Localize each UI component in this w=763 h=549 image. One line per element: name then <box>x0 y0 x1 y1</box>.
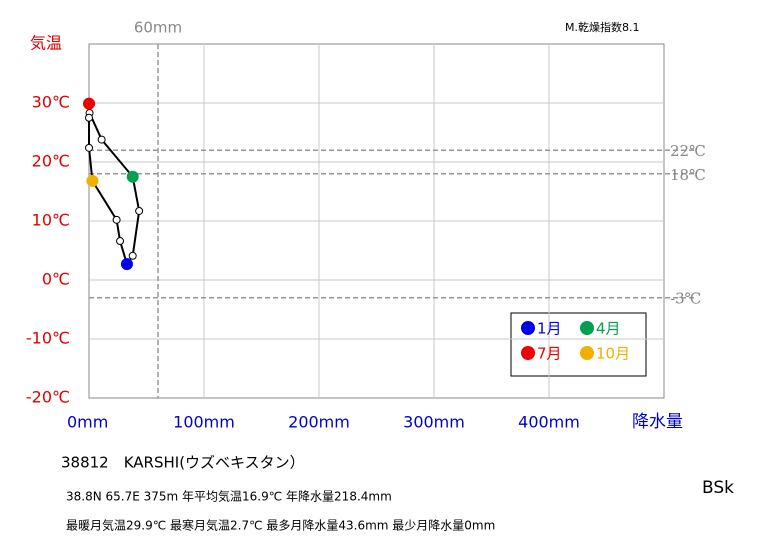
legend-label: 1月 <box>537 320 562 338</box>
x-tick-label: 300mm <box>403 413 465 432</box>
y-tick-label: 20℃ <box>32 152 70 171</box>
legend-label: 4月 <box>596 320 621 338</box>
reference-label: 60mm <box>134 19 182 37</box>
point <box>85 143 93 152</box>
reference-label: -3℃ <box>670 290 701 308</box>
y-axis-label: 気温 <box>30 34 62 53</box>
x-tick-label: 200mm <box>288 413 350 432</box>
legend-marker <box>580 321 594 335</box>
x-tick-label: 400mm <box>518 413 580 432</box>
annotation: 38.8N 65.7E 375m 年平均気温16.9℃ 年降水量218.4mm <box>66 489 392 504</box>
annotation: 最暖月気温29.9℃ 最寒月気温2.7℃ 最多月降水量43.6mm 最少月降水量… <box>66 518 495 533</box>
reference-label: 22℃ <box>670 142 706 160</box>
point <box>128 251 137 260</box>
point <box>85 113 93 122</box>
y-tick-label: -10℃ <box>26 329 70 348</box>
reference-label: 18℃ <box>670 166 706 184</box>
x-tick-label: 100mm <box>173 413 235 432</box>
legend-label: 7月 <box>537 345 562 363</box>
y-tick-label: -20℃ <box>26 388 70 407</box>
station: 38812 KARSHI(ウズベキスタン） <box>61 454 305 472</box>
month-marker <box>86 174 99 187</box>
point <box>112 215 121 224</box>
point <box>116 237 125 246</box>
month-marker <box>120 258 133 271</box>
x-tick-label: 0mm <box>67 413 108 432</box>
month-marker <box>83 97 95 110</box>
legend-marker <box>521 321 535 335</box>
x-axis-label: 降水量 <box>632 412 683 432</box>
legend-label: 10月 <box>596 345 630 363</box>
point <box>97 135 106 144</box>
legend-marker <box>521 346 535 360</box>
index-label: M.乾燥指数8.1 <box>565 20 639 34</box>
point <box>135 206 144 215</box>
legend <box>510 312 647 377</box>
y-tick-label: 10℃ <box>32 211 70 230</box>
climate-class: BSk <box>702 478 734 498</box>
month-marker <box>126 170 139 183</box>
y-tick-label: 30℃ <box>32 93 70 112</box>
legend-marker <box>580 346 594 360</box>
y-tick-label: 0℃ <box>42 270 70 289</box>
